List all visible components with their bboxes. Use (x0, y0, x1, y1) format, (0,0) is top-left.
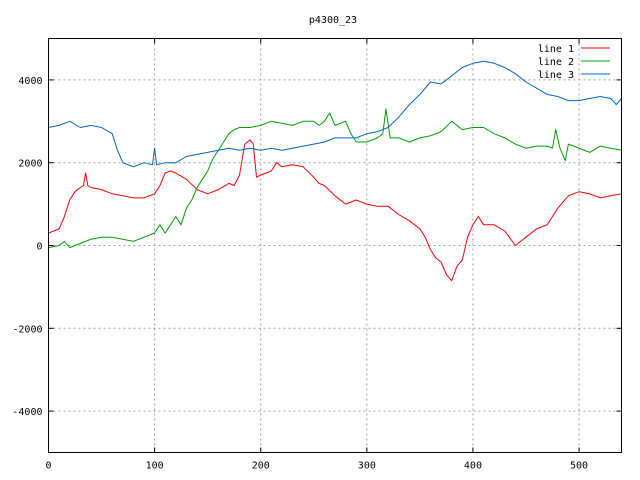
x-tick-label: 100 (146, 461, 164, 472)
legend: line 1 line 2 line 3 (538, 44, 610, 81)
legend-label-2: line 2 (538, 57, 574, 68)
x-tick-label: 0 (45, 461, 51, 472)
y-tick-label: 2000 (18, 159, 42, 170)
x-tick-label: 500 (570, 461, 588, 472)
grid (48, 38, 622, 453)
x-tick-label: 200 (252, 461, 270, 472)
legend-label-1: line 1 (538, 44, 574, 55)
y-tick-label: -4000 (12, 407, 42, 418)
y-tick-label: 0 (36, 242, 42, 253)
chart-title: p4300_23 (309, 15, 357, 26)
y-tick-label: 4000 (18, 76, 42, 87)
legend-label-3: line 3 (538, 70, 574, 81)
x-tick-label: 300 (358, 461, 376, 472)
series-line-3 (48, 60, 622, 168)
y-tick-label: -2000 (12, 324, 42, 335)
x-tick-label: 400 (464, 461, 482, 472)
series-line-1 (48, 139, 622, 282)
axis-ticks: 0 100 200 300 400 500 -4000 -2000 0 2000 4000 (12, 38, 622, 472)
plot-area (48, 60, 622, 282)
series-line-2 (48, 108, 622, 249)
